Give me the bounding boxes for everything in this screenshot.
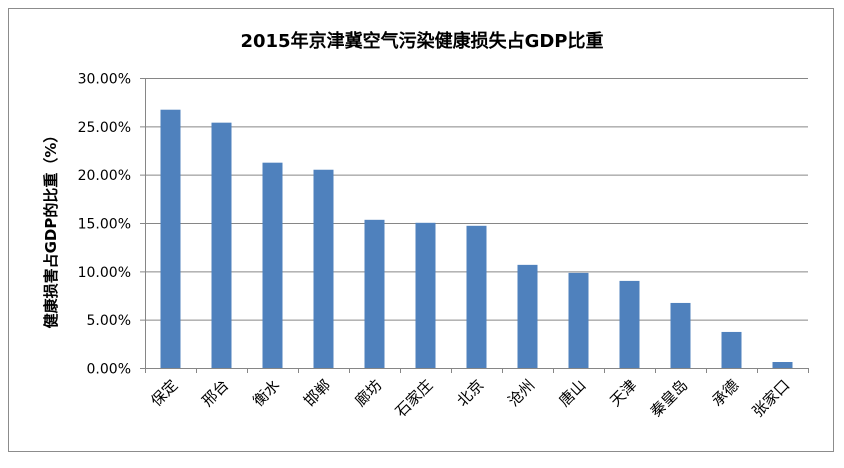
x-tick-label: 唐山 bbox=[555, 376, 589, 410]
bar-唐山 bbox=[568, 272, 589, 368]
bar-廊坊 bbox=[364, 219, 385, 368]
x-tick-label: 廊坊 bbox=[351, 376, 385, 410]
x-tick-label: 石家庄 bbox=[392, 376, 437, 421]
y-tick-label: 15.00% bbox=[78, 217, 131, 233]
bar-邢台 bbox=[211, 122, 232, 368]
x-tick-label: 北京 bbox=[453, 376, 487, 410]
x-tick-label: 邢台 bbox=[198, 376, 232, 410]
bar-张家口 bbox=[772, 362, 793, 368]
x-tick-label: 沧州 bbox=[504, 376, 538, 410]
y-tick-label: 25.00% bbox=[78, 120, 131, 136]
x-tick-label: 天津 bbox=[606, 376, 640, 410]
x-tick-label: 保定 bbox=[147, 376, 181, 410]
bar-天津 bbox=[619, 280, 640, 368]
bar-北京 bbox=[466, 225, 487, 368]
bar-保定 bbox=[160, 109, 181, 368]
x-tick-label: 衡水 bbox=[249, 376, 283, 410]
x-tick-label: 张家口 bbox=[749, 376, 794, 421]
bar-衡水 bbox=[262, 162, 283, 368]
x-tick-label: 承德 bbox=[708, 376, 742, 410]
chart-frame bbox=[8, 8, 834, 452]
chart-title: 2015年京津冀空气污染健康损失占GDP比重 bbox=[240, 30, 603, 52]
x-tick-label: 秦皇岛 bbox=[647, 376, 692, 421]
bar-邯郸 bbox=[313, 169, 334, 368]
y-tick-label: 20.00% bbox=[78, 168, 131, 184]
y-tick-label: 30.00% bbox=[78, 72, 131, 88]
y-tick-label: 0.00% bbox=[87, 362, 131, 378]
bar-承德 bbox=[721, 331, 742, 368]
bar-沧州 bbox=[517, 264, 538, 368]
y-axis-label: 健康损害占GDP的比重（%） bbox=[42, 128, 60, 329]
y-tick-label: 5.00% bbox=[87, 313, 131, 329]
bar-秦皇岛 bbox=[670, 302, 691, 368]
x-tick-label: 邯郸 bbox=[300, 376, 334, 410]
y-tick-label: 10.00% bbox=[78, 265, 131, 281]
bar-石家庄 bbox=[415, 222, 436, 368]
